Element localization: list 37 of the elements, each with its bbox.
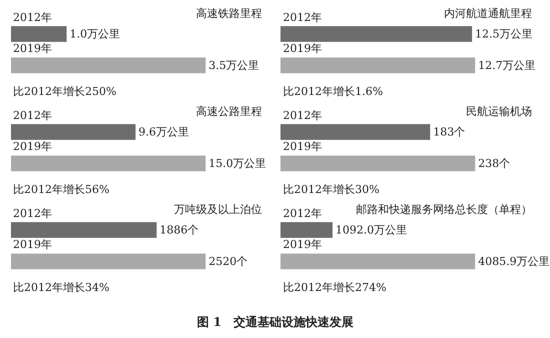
chart-title: 万吨级及以上泊位 xyxy=(174,203,262,216)
y-tick-label: 2012年 xyxy=(13,207,52,220)
y-tick-label: 2019年 xyxy=(283,238,322,251)
chart-title: 邮路和快递服务网络总长度（单程） xyxy=(356,203,532,216)
y-tick-label: 2012年 xyxy=(283,11,322,24)
data-label: 12.5万公里 xyxy=(475,27,533,40)
y-tick-label: 2012年 xyxy=(283,109,322,122)
data-label: 183个 xyxy=(433,126,466,139)
caption: 图 1 交通基础设施快速发展 xyxy=(197,315,354,329)
chart-title: 内河航道通航里程 xyxy=(444,7,532,20)
data-label: 1886个 xyxy=(160,224,199,237)
text: 比2012年增长274% xyxy=(283,281,386,294)
text: 民航运输机场 xyxy=(466,105,532,118)
y-tick-label: 2012年 xyxy=(13,109,52,122)
text: 比2012年增长56% xyxy=(13,183,110,196)
y-tick-label: 2019年 xyxy=(13,140,52,153)
text: 高速公路里程 xyxy=(196,105,262,118)
data-label: 238个 xyxy=(478,156,510,170)
text: 高速铁路里程 xyxy=(196,7,262,20)
text: 比2012年增长250% xyxy=(13,85,116,98)
text: 比2012年增长34% xyxy=(13,281,110,294)
data-label: 15.0万公里 xyxy=(208,156,266,170)
data-label: 2520个 xyxy=(208,254,248,268)
data-label: 1.0万公里 xyxy=(70,27,120,40)
data-label: 1092.0万公里 xyxy=(336,224,408,237)
data-label: 3.5万公里 xyxy=(208,58,260,72)
text: 比2012年增长30% xyxy=(283,183,380,196)
data-label: 4085.9万公里 xyxy=(478,254,550,268)
y-tick-label: 2019年 xyxy=(13,238,52,251)
y-tick-label: 2012年 xyxy=(13,11,52,24)
text: 比2012年增长1.6% xyxy=(283,85,383,98)
data-label: 12.7万公里 xyxy=(478,58,536,72)
data-label: 9.6万公里 xyxy=(138,126,190,139)
y-tick-label: 2019年 xyxy=(283,140,322,153)
y-tick-label: 2019年 xyxy=(283,42,322,55)
y-tick-label: 2012年 xyxy=(283,207,322,220)
y-tick-label: 2019年 xyxy=(13,42,52,55)
